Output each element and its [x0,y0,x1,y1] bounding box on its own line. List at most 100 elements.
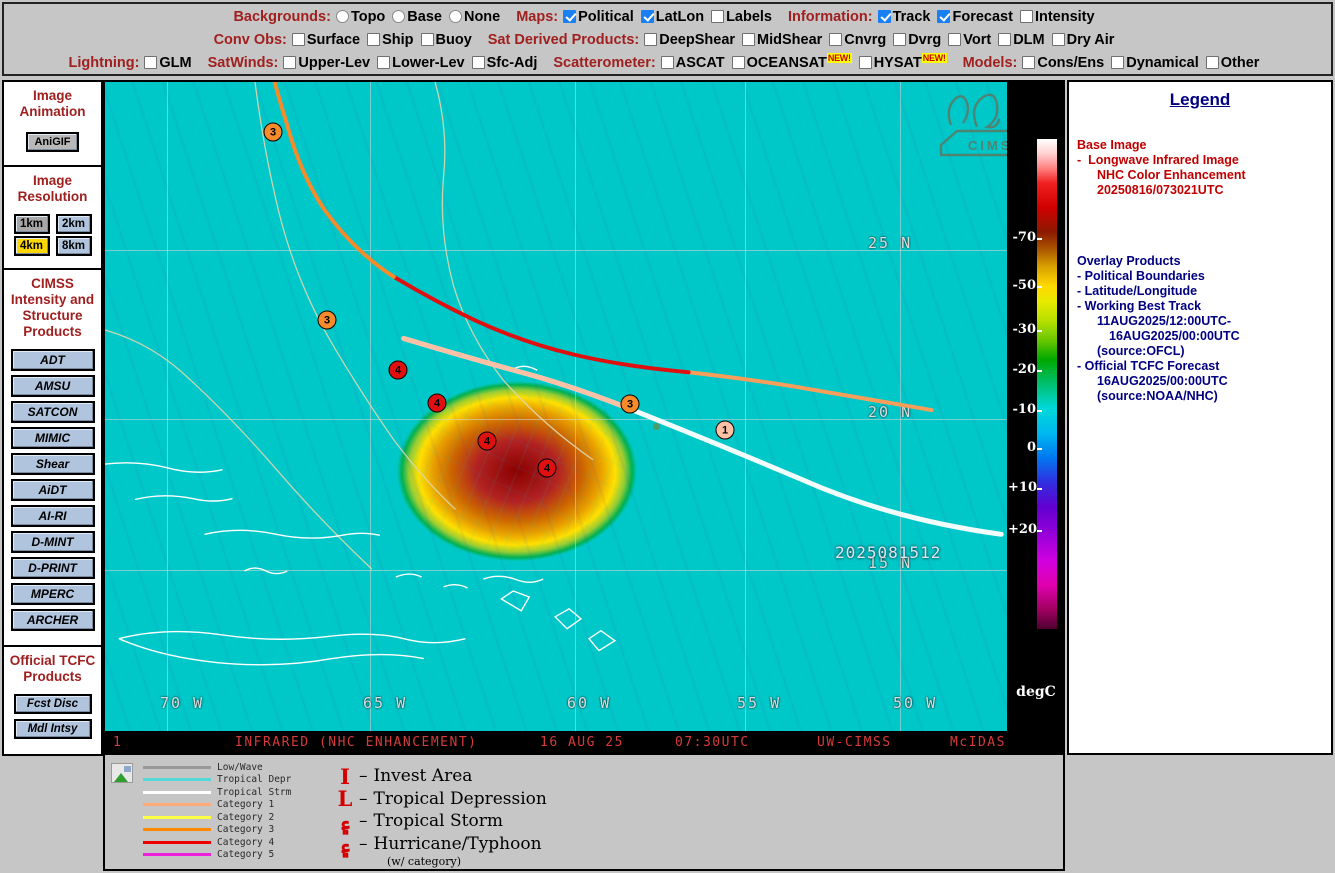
checkbox-upper-lev[interactable]: Upper-Lev [283,55,370,71]
checkbox-input-lower-lev[interactable] [377,56,391,69]
checkbox-input-hysat[interactable] [858,56,872,69]
checkbox-input-midshear[interactable] [742,33,756,46]
track-marker-cat1[interactable]: 1 [715,420,735,440]
checkbox-dynamical[interactable]: Dynamical [1111,55,1199,71]
product-button-ai-ri[interactable]: AI-RI [10,505,95,527]
checkbox-hysat[interactable]: HYSAT NEW! [858,52,947,71]
option-label-political: Political [578,8,634,25]
product-button-shear[interactable]: Shear [10,453,95,475]
checkbox-input-surface[interactable] [291,33,305,46]
lon-label-50w: 50 W [893,694,938,712]
checkbox-intensity[interactable]: Intensity [1019,9,1095,25]
track-marker-cat4-a[interactable]: 4 [388,360,408,380]
radio-base[interactable]: Base [392,9,442,25]
option-label-deepshear: DeepShear [659,31,736,48]
radio-input-topo[interactable] [335,10,349,23]
radio-none[interactable]: None [448,9,500,25]
checkbox-dvrg[interactable]: Dvrg [893,32,941,48]
checkbox-input-political[interactable] [563,10,577,23]
checkbox-track[interactable]: Track [877,9,930,25]
checkbox-dlm[interactable]: DLM [998,32,1045,48]
checkbox-labels[interactable]: Labels [711,9,772,25]
checkbox-ship[interactable]: Ship [367,32,414,48]
product-button-adt[interactable]: ADT [10,349,95,371]
product-button-mperc[interactable]: MPERC [10,583,95,605]
product-button-amsu[interactable]: AMSU [10,375,95,397]
track-marker-cat4-d[interactable]: 4 [537,458,557,478]
checkbox-input-other[interactable] [1205,56,1219,69]
product-button-archer[interactable]: ARCHER [10,609,95,631]
checkbox-political[interactable]: Political [563,9,634,25]
track-marker-cat3-b[interactable]: 3 [317,310,337,330]
checkbox-cons-ens[interactable]: Cons/Ens [1022,55,1104,71]
checkbox-input-cons-ens[interactable] [1022,56,1036,69]
checkbox-input-intensity[interactable] [1019,10,1033,23]
checkbox-input-buoy[interactable] [420,33,434,46]
longitude-gridline-55w [745,82,746,753]
radio-input-base[interactable] [392,10,406,23]
radio-input-none[interactable] [448,10,462,23]
resolution-button-8km[interactable]: 8km [55,236,92,256]
image-resolution-title: Image Resolution [17,173,88,204]
checkbox-input-sfc-adj[interactable] [471,56,485,69]
checkbox-latlon[interactable]: LatLon [640,9,704,25]
track-marker-cat3-current[interactable]: 3 [620,394,640,414]
checkbox-input-latlon[interactable] [640,10,654,23]
checkbox-input-upper-lev[interactable] [283,56,297,69]
resolution-button-1km[interactable]: 1km [13,214,50,234]
radio-topo[interactable]: Topo [335,9,385,25]
anigif-button[interactable]: AniGIF [26,132,79,152]
checkbox-surface[interactable]: Surface [291,31,361,48]
lon-label-65w: 65 W [363,694,408,712]
checkbox-forecast[interactable]: Forecast [937,9,1013,25]
checkbox-glm[interactable]: GLM [144,54,192,71]
checkbox-input-cnvrg[interactable] [829,33,843,46]
resolution-button-4km[interactable]: 4km [13,236,50,256]
checkbox-input-dlm[interactable] [998,33,1012,46]
checkbox-vort[interactable]: Vort [948,32,991,48]
checkbox-oceansat[interactable]: OCEANSAT NEW! [731,52,852,71]
checkbox-input-vort[interactable] [948,33,962,46]
checkbox-lower-lev[interactable]: Lower-Lev [377,55,465,71]
checkbox-input-deepshear[interactable] [644,33,658,46]
product-button-mimic[interactable]: MIMIC [10,427,95,449]
checkbox-input-oceansat[interactable] [731,56,745,69]
option-label-surface: Surface [306,31,361,48]
storm-symbol-tropical-depression: L [337,786,353,812]
product-button-aidt[interactable]: AiDT [10,479,95,501]
checkbox-input-forecast[interactable] [937,10,951,23]
track-marker-cat3-a[interactable]: 3 [263,122,283,142]
option-label-upper-lev: Upper-Lev [298,54,371,71]
checkbox-sfc-adj[interactable]: Sfc-Adj [471,55,537,71]
checkbox-input-dynamical[interactable] [1111,56,1125,69]
checkbox-ascat[interactable]: ASCAT [660,55,725,71]
checkbox-input-dvrg[interactable] [893,33,907,46]
tcfc-button-mdl-intsy[interactable]: Mdl Intsy [13,719,92,739]
product-button-d-print[interactable]: D-PRINT [10,557,95,579]
broken-image-icon [111,763,133,783]
checkbox-input-dry-air[interactable] [1051,33,1065,46]
checkbox-midshear[interactable]: MidShear [742,32,822,48]
checkbox-input-glm[interactable] [144,56,158,69]
resolution-button-2km[interactable]: 2km [55,214,92,234]
tcfc-button-fcst-disc[interactable]: Fcst Disc [13,694,92,714]
checkbox-cnvrg[interactable]: Cnvrg [829,32,886,48]
checkbox-dry-air[interactable]: Dry Air [1051,32,1114,48]
checkbox-input-track[interactable] [877,10,891,23]
track-marker-cat4-c[interactable]: 4 [477,431,497,451]
satellite-image-panel[interactable]: 25 N 20 N 15 N 70 W 65 W 60 W 55 W 50 W [103,80,1065,755]
colorbar-units-label: degC [1016,684,1056,700]
checkbox-input-labels[interactable] [711,10,725,23]
product-button-d-mint[interactable]: D-MINT [10,531,95,553]
track-marker-cat4-b[interactable]: 4 [427,393,447,413]
toolbar-row-2: Conv Obs: Surface Ship Buoy Sat Derived Prod… [4,28,1331,51]
group-label-models: Models: [962,54,1018,71]
checkbox-input-ascat[interactable] [660,56,674,69]
checkbox-deepshear[interactable]: DeepShear [644,32,735,48]
category-label-category-3: Category 3 [217,824,275,836]
product-button-satcon[interactable]: SATCON [10,401,95,423]
option-label-glm: GLM [159,54,192,71]
checkbox-input-ship[interactable] [367,33,381,46]
checkbox-buoy[interactable]: Buoy [420,32,472,48]
checkbox-other[interactable]: Other [1205,55,1259,71]
